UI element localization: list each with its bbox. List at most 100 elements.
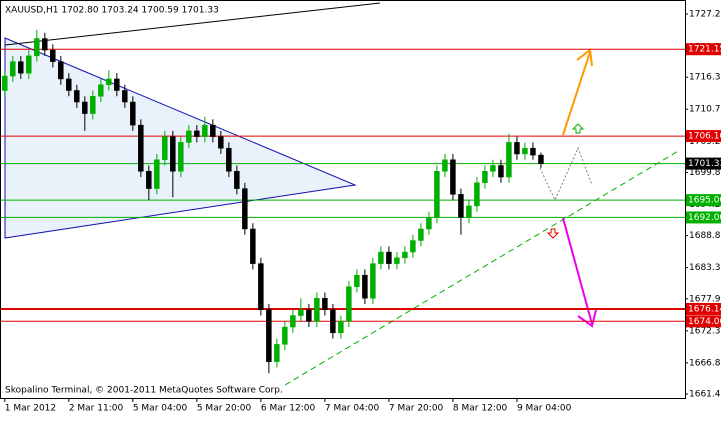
candle-body [530, 147, 536, 156]
candle-body [106, 78, 112, 85]
trend-line [4, 2, 381, 46]
y-tick-label: 1672.35 [689, 326, 721, 336]
level-label: 1676.14 [688, 304, 721, 314]
down-arrow-head [577, 309, 597, 328]
x-tick-label: 5 Mar 04:00 [133, 404, 188, 414]
x-tick-label: 7 Mar 20:00 [389, 404, 444, 414]
candle-body [82, 101, 88, 114]
level-label: 1721.15 [688, 45, 721, 55]
candle-body [410, 240, 416, 253]
candle-body [370, 263, 376, 299]
up-arrow [562, 51, 591, 136]
x-tick-label: 8 Mar 12:00 [453, 404, 508, 414]
candle-body [402, 251, 408, 259]
candle-body [34, 38, 40, 57]
candle-body [498, 165, 504, 178]
candle-body [306, 309, 312, 322]
level-label: 1692.00 [688, 213, 721, 223]
candle-body [378, 251, 384, 264]
candle-body [474, 182, 480, 207]
projection [539, 146, 593, 202]
candle-body [162, 136, 168, 160]
candle-body [58, 61, 64, 80]
candle-body [250, 228, 256, 264]
y-tick-label: 1710.75 [689, 105, 721, 115]
candle-body [338, 321, 344, 334]
y-tick-label: 1683.3 [689, 263, 721, 273]
candle-body [322, 297, 328, 311]
candle-body [346, 286, 352, 322]
candles [2, 29, 544, 374]
y-tick-label: 1688.85 [689, 231, 721, 241]
y-tick-label: 1661.4 [689, 390, 721, 400]
candle-body [98, 84, 104, 97]
candle-body [130, 101, 136, 126]
candle-body [466, 205, 472, 218]
candle-body [234, 171, 240, 189]
candle-body [210, 124, 216, 137]
candle-body [74, 90, 80, 103]
level-label: 1701.33 [688, 159, 721, 169]
candle-body [426, 217, 432, 230]
y-tick-label: 1716.3 [689, 73, 721, 83]
level-box [686, 194, 721, 207]
candle-body [26, 55, 32, 74]
candle-body [490, 165, 496, 172]
plot-frame [0, 0, 686, 399]
candle-body [354, 274, 360, 287]
candle-body [42, 38, 48, 51]
support-line [284, 149, 681, 386]
candle-body [314, 297, 320, 322]
copyright: Skopalino Terminal, © 2001-2011 MetaQuot… [5, 386, 283, 396]
x-tick-label: 6 Mar 12:00 [261, 404, 316, 414]
candle-body [330, 309, 336, 334]
up-arrow-head [576, 48, 593, 67]
level-label: 1674.00 [688, 317, 721, 327]
level-box [686, 157, 721, 170]
candle-body [362, 274, 368, 299]
level-box [686, 315, 721, 328]
candle-body [138, 124, 144, 172]
candle-body [282, 326, 288, 345]
x-tick-label: 9 Mar 04:00 [517, 404, 572, 414]
drawings [4, 2, 681, 386]
candle-body [274, 344, 280, 362]
candle-body [186, 130, 192, 143]
level-label: 1706.10 [688, 132, 721, 142]
down-arrow [562, 217, 593, 325]
candle-body [146, 171, 152, 189]
candle-body [386, 251, 392, 264]
chart-title: XAUUSD,H1 1702.80 1703.24 1700.59 1701.3… [5, 6, 219, 16]
candle-body [538, 154, 544, 164]
candle-body [202, 124, 208, 137]
level-box [686, 43, 721, 56]
candle-body [2, 75, 8, 91]
x-tick-label: 7 Mar 04:00 [325, 404, 380, 414]
candle-body [50, 49, 56, 62]
down-signal [546, 228, 560, 239]
x-tick-label: 1 Mar 2012 [5, 404, 56, 414]
y-tick-label: 1666.8 [689, 358, 721, 368]
candle-body [66, 78, 72, 91]
candle-body [418, 228, 424, 241]
candle-body [290, 315, 296, 328]
candle-body [442, 159, 448, 172]
candle-body [482, 171, 488, 184]
y-tick-label: 1699.8 [689, 168, 721, 178]
candle-body [10, 61, 16, 77]
candle-body [242, 188, 248, 230]
candle-body [394, 257, 400, 264]
up-signal [571, 123, 585, 134]
candle-body [458, 194, 464, 218]
candle-body [434, 171, 440, 218]
candle-body [258, 263, 264, 311]
level-box [686, 130, 721, 143]
candle-body [522, 147, 528, 155]
level-box [686, 302, 721, 315]
candle-body [266, 309, 272, 362]
x-tick-label: 5 Mar 20:00 [197, 404, 252, 414]
candle-body [178, 142, 184, 172]
triangle [4, 37, 357, 239]
